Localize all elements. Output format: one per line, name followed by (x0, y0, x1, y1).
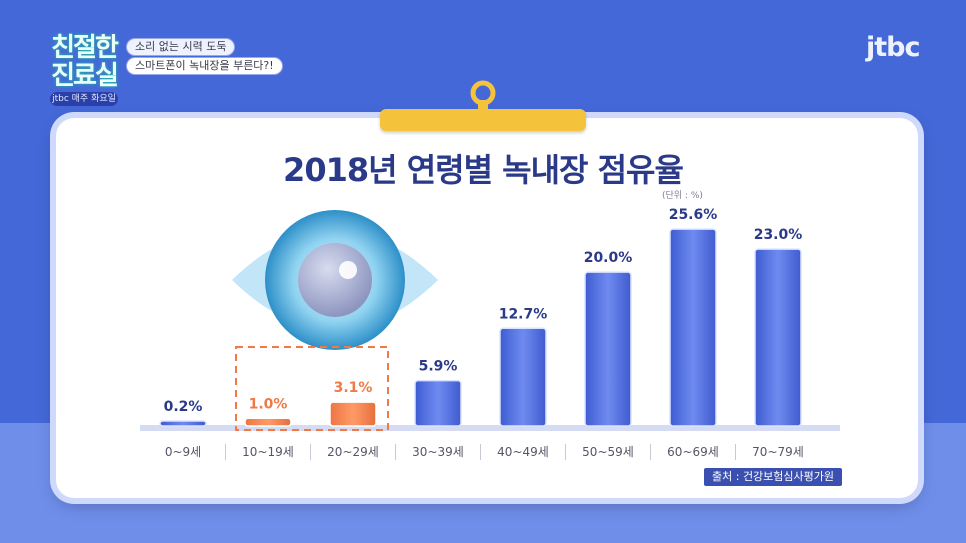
bar-1 (244, 417, 292, 427)
bar-3 (414, 379, 462, 427)
show-logo-tag: jtbc 매주 화요일 (50, 92, 118, 106)
bar-2 (329, 401, 377, 427)
source-label: 출처 : 건강보험심사평가원 (704, 468, 843, 486)
value-label-1: 1.0% (249, 396, 288, 412)
bars-group: 0.2% 0~9세 1.0% 10~19세 3.1% 20~29세 5.9% 30~39세 12… (159, 207, 804, 460)
chart-unit: (단위 : %) (662, 191, 703, 201)
chart-title: 2018년 연령별 녹내장 점유율 (283, 151, 684, 189)
x-tick-label-7: 70~79세 (752, 445, 804, 459)
clipboard-clip-icon (470, 80, 496, 114)
value-label-7: 23.0% (754, 227, 803, 243)
show-logo-text: 친절한 진료실 (51, 33, 119, 91)
caption-topic: 소리 없는 시력 도둑 (126, 38, 236, 56)
value-label-3: 5.9% (419, 359, 458, 375)
show-logo: 친절한 진료실 jtbc 매주 화요일 (44, 28, 124, 118)
bar-6 (669, 228, 717, 427)
highlight-box (235, 346, 389, 431)
value-label-4: 12.7% (499, 306, 548, 322)
x-tick-label-6: 60~69세 (667, 445, 719, 459)
x-tick-label-5: 50~59세 (582, 445, 634, 459)
value-label-6: 25.6% (669, 207, 718, 223)
value-label-2: 3.1% (334, 380, 373, 396)
channel-logo: jtbc (866, 32, 920, 63)
x-tick-label-3: 30~39세 (412, 445, 464, 459)
bar-0 (159, 420, 207, 427)
bar-5 (584, 271, 632, 427)
clipboard-clip-bar (380, 109, 586, 131)
x-tick-label-1: 10~19세 (242, 445, 294, 459)
value-label-5: 20.0% (584, 250, 633, 266)
caption-subtopic: 스마트폰이 녹내장을 부른다?! (126, 57, 283, 75)
value-label-0: 0.2% (164, 399, 203, 415)
x-tick-label-2: 20~29세 (327, 445, 379, 459)
bar-4 (499, 327, 547, 427)
x-tick-label-0: 0~9세 (165, 445, 201, 459)
eye-icon (232, 210, 438, 350)
x-tick-label-4: 40~49세 (497, 445, 549, 459)
bar-7 (754, 248, 802, 427)
